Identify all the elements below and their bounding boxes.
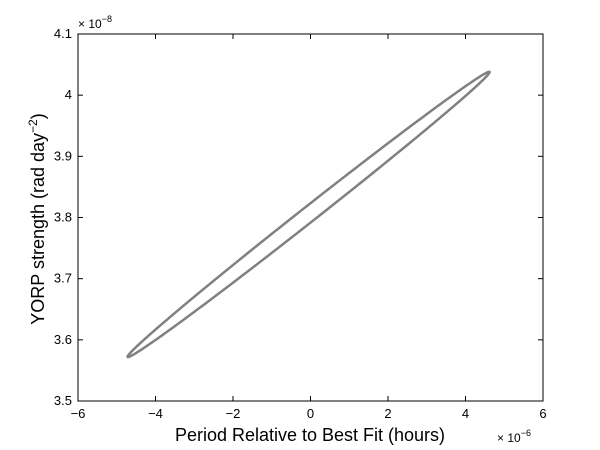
x-tick-label: 6	[539, 406, 546, 421]
x-tick-label: 0	[307, 406, 314, 421]
y-tick-label: 3.7	[54, 271, 72, 286]
series-ellipse-0	[126, 70, 491, 359]
y-tick-label: 3.9	[54, 148, 72, 163]
x-tick-label: −4	[148, 406, 163, 421]
y-multiplier: × 10−8	[78, 14, 112, 31]
x-tick-label: −6	[71, 406, 86, 421]
y-tick-label: 4	[65, 87, 72, 102]
y-tick-label: 3.8	[54, 210, 72, 225]
y-axis-label: YORP strength (rad day−2)	[26, 113, 48, 324]
x-tick-label: 4	[462, 406, 469, 421]
y-tick-label: 3.6	[54, 332, 72, 347]
x-axis-label: Period Relative to Best Fit (hours)	[175, 425, 445, 445]
series-layer	[126, 70, 491, 359]
y-tick-label: 4.1	[54, 26, 72, 41]
x-tick-label: −2	[226, 406, 241, 421]
y-tick-label: 3.5	[54, 393, 72, 408]
x-multiplier: × 10−6	[497, 428, 531, 445]
axis-ticks: −6 −4 −2 0 2 4 6 3.5 3.6 3.7 3.8 3.9 4 4.1	[54, 26, 547, 421]
x-tick-label: 2	[384, 406, 391, 421]
